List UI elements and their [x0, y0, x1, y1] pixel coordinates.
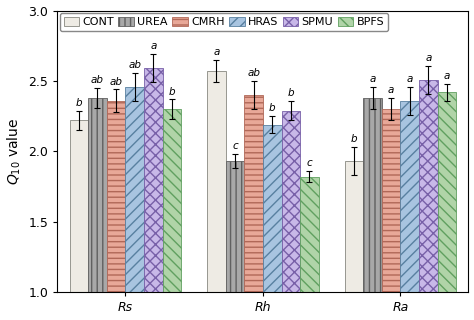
Text: c: c	[232, 141, 238, 151]
Bar	[419, 80, 438, 292]
Bar	[401, 101, 419, 292]
Legend: CONT, UREA, CMRH, HRAS, SPMU, BPFS: CONT, UREA, CMRH, HRAS, SPMU, BPFS	[60, 13, 388, 31]
Bar	[282, 111, 300, 292]
Text: c: c	[307, 158, 312, 168]
Text: a: a	[150, 41, 156, 52]
Text: a: a	[444, 71, 450, 81]
Text: ab: ab	[109, 77, 123, 87]
Text: ab: ab	[91, 75, 104, 85]
Bar	[107, 101, 126, 292]
Bar	[70, 121, 88, 292]
Bar	[300, 177, 319, 292]
Text: b: b	[169, 86, 175, 97]
Y-axis label: $Q_{10}$ value: $Q_{10}$ value	[6, 118, 23, 185]
Bar	[144, 68, 163, 292]
Text: b: b	[269, 103, 275, 113]
Bar	[163, 109, 181, 292]
Text: ab: ab	[128, 60, 141, 70]
Text: a: a	[425, 53, 432, 63]
Bar	[226, 161, 244, 292]
Bar	[263, 125, 282, 292]
Text: b: b	[351, 134, 357, 144]
Text: a: a	[407, 74, 413, 84]
Bar	[126, 87, 144, 292]
Bar	[207, 71, 226, 292]
Text: a: a	[213, 47, 219, 57]
Bar	[345, 161, 363, 292]
Text: b: b	[75, 98, 82, 108]
Text: ab: ab	[247, 68, 260, 78]
Text: a: a	[388, 85, 394, 95]
Bar	[363, 98, 382, 292]
Bar	[382, 109, 401, 292]
Bar	[438, 92, 456, 292]
Bar	[88, 98, 107, 292]
Text: a: a	[369, 74, 376, 84]
Bar	[244, 95, 263, 292]
Text: b: b	[288, 88, 294, 98]
